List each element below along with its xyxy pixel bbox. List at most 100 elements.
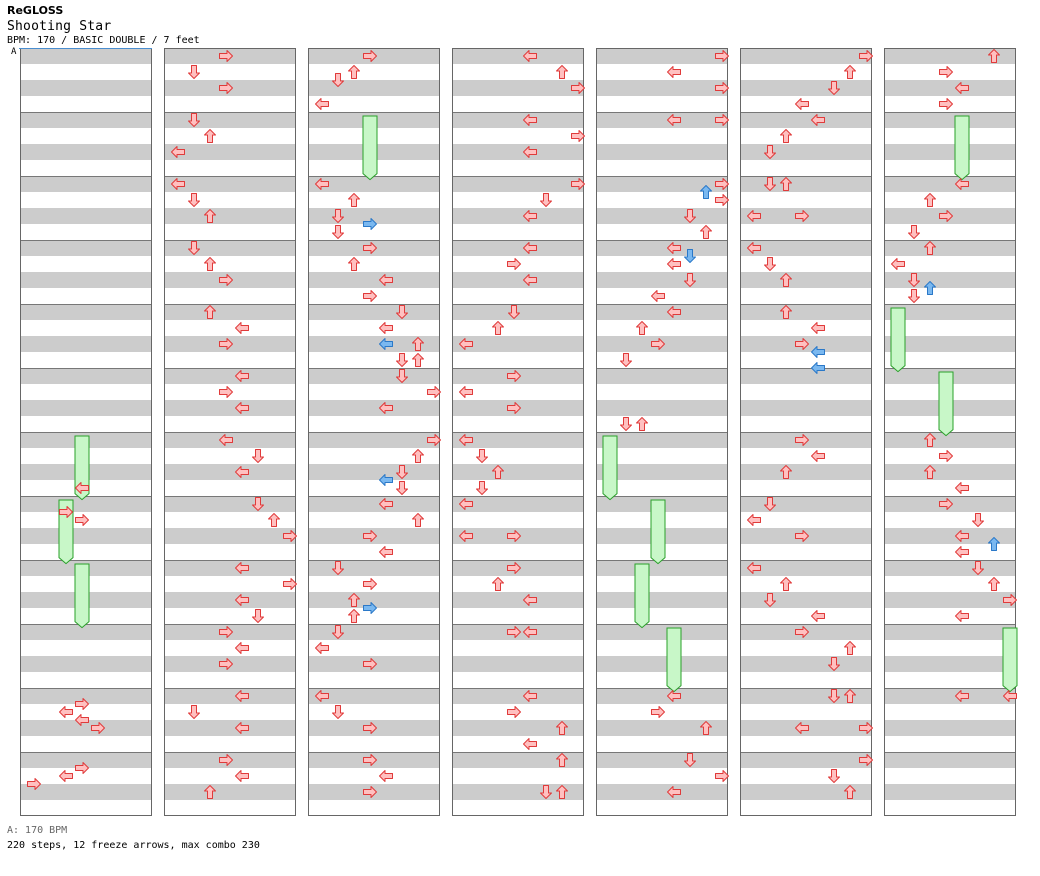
step-arrow-left: [219, 434, 233, 446]
step-arrow-right: [75, 698, 89, 710]
step-arrow-down: [332, 705, 344, 719]
step-arrow-down: [396, 353, 408, 367]
step-arrow-left: [891, 258, 905, 270]
step-arrow-up: [924, 241, 936, 255]
beat-stripe: [164, 208, 296, 224]
step-arrow-left: [235, 322, 249, 334]
step-arrow-up: [412, 513, 424, 527]
beat-stripe: [740, 272, 872, 288]
step-arrow-right: [283, 530, 297, 542]
step-arrow-right: [859, 722, 873, 734]
step-arrow-left: [667, 690, 681, 702]
step-arrow-left: [795, 722, 809, 734]
freeze-body: [938, 371, 954, 437]
step-arrow-down: [332, 225, 344, 239]
beat-stripe: [596, 784, 728, 800]
step-arrow-right: [363, 242, 377, 254]
step-arrow-right: [219, 274, 233, 286]
step-arrow-left: [523, 274, 537, 286]
beat-stripe: [164, 368, 296, 384]
step-arrow-left: [235, 690, 249, 702]
step-arrow-up: [492, 465, 504, 479]
step-arrow-down: [508, 305, 520, 319]
step-arrow-left: [523, 626, 537, 638]
beat-stripe: [20, 752, 152, 768]
beat-stripe: [596, 48, 728, 64]
beat-stripe: [884, 624, 1016, 640]
step-arrow-left: [59, 706, 73, 718]
step-arrow-left: [315, 98, 329, 110]
step-arrow-down: [764, 497, 776, 511]
beat-stripe: [596, 624, 728, 640]
step-arrow-up: [988, 49, 1000, 63]
beat-stripe: [596, 560, 728, 576]
step-arrow-right: [715, 50, 729, 62]
column-border: [596, 48, 728, 816]
step-arrow-right: [219, 754, 233, 766]
beat-stripe: [884, 432, 1016, 448]
beat-stripe: [596, 400, 728, 416]
beat-stripe: [308, 464, 440, 480]
step-arrow-right: [363, 658, 377, 670]
step-arrow-right: [363, 218, 377, 230]
step-arrow-left: [379, 546, 393, 558]
step-arrow-right: [795, 210, 809, 222]
step-arrow-left: [811, 346, 825, 358]
step-arrow-left: [379, 338, 393, 350]
step-arrow-left: [75, 714, 89, 726]
freeze-body: [1002, 627, 1018, 693]
step-arrow-up: [348, 593, 360, 607]
step-arrow-right: [571, 82, 585, 94]
step-arrow-right: [795, 338, 809, 350]
beat-stripe: [884, 240, 1016, 256]
beat-stripe: [740, 112, 872, 128]
chart-column-3: [308, 48, 441, 816]
beat-stripe: [164, 112, 296, 128]
beat-stripe: [884, 144, 1016, 160]
beat-stripe: [884, 80, 1016, 96]
step-arrow-left: [955, 482, 969, 494]
step-arrow-right: [859, 754, 873, 766]
beat-stripe: [308, 592, 440, 608]
chart-column-1: [20, 48, 152, 816]
step-arrow-right: [715, 178, 729, 190]
step-arrow-left: [459, 434, 473, 446]
beat-stripe: [308, 272, 440, 288]
freeze-body: [666, 627, 682, 693]
step-arrow-down: [684, 753, 696, 767]
step-arrow-up: [700, 185, 712, 199]
step-arrow-left: [811, 450, 825, 462]
step-arrow-up: [204, 257, 216, 271]
step-arrow-left: [523, 242, 537, 254]
step-arrow-up: [204, 209, 216, 223]
beat-stripe: [452, 208, 584, 224]
beat-stripe: [596, 240, 728, 256]
beat-stripe: [308, 304, 440, 320]
step-arrow-left: [171, 146, 185, 158]
step-arrow-left: [811, 322, 825, 334]
beat-stripe: [452, 688, 584, 704]
step-arrow-up: [924, 281, 936, 295]
step-arrow-up: [700, 225, 712, 239]
chart-stats: 220 steps, 12 freeze arrows, max combo 2…: [7, 840, 260, 851]
freeze-body: [954, 115, 970, 181]
freeze-body: [74, 435, 90, 501]
beat-stripe: [740, 656, 872, 672]
freeze-body: [634, 563, 650, 629]
step-arrow-right: [363, 754, 377, 766]
step-arrow-right: [651, 706, 665, 718]
beat-stripe: [884, 176, 1016, 192]
step-arrow-left: [955, 530, 969, 542]
step-arrow-down: [908, 273, 920, 287]
step-arrow-right: [363, 530, 377, 542]
beat-stripe: [740, 368, 872, 384]
step-arrow-left: [747, 242, 761, 254]
beat-stripe: [596, 144, 728, 160]
step-arrow-left: [523, 210, 537, 222]
step-arrow-up: [556, 65, 568, 79]
step-arrow-right: [715, 194, 729, 206]
beat-stripe: [308, 368, 440, 384]
step-arrow-down: [540, 785, 552, 799]
step-arrow-up: [780, 177, 792, 191]
step-arrow-up: [204, 785, 216, 799]
